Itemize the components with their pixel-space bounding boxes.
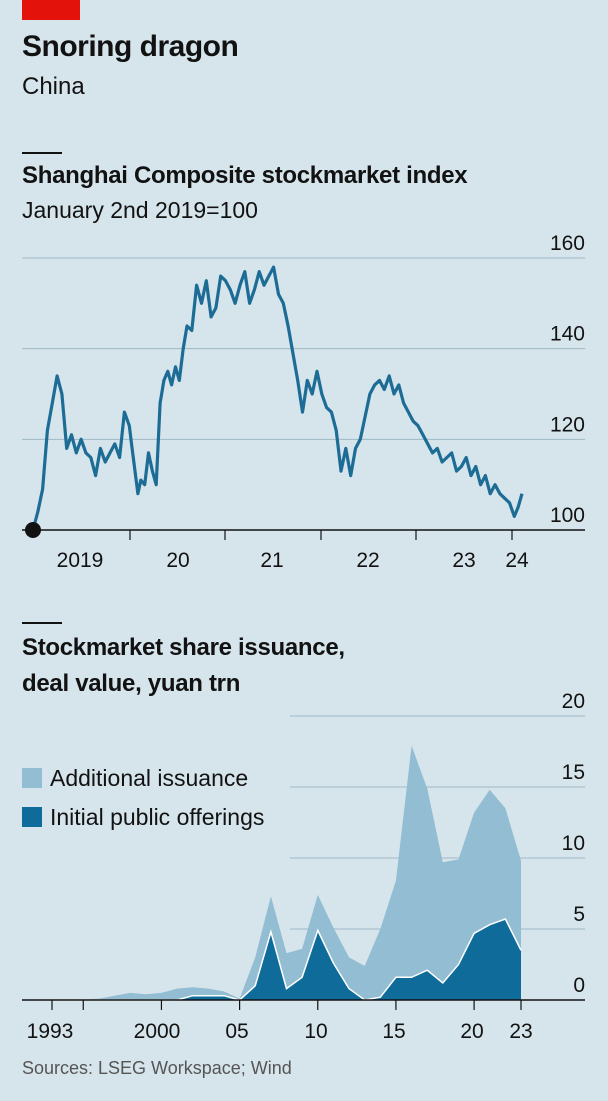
chart1-x-tick-label: 2019 <box>57 549 104 572</box>
chart2-rule <box>22 622 62 624</box>
chart2-area-ipo <box>52 919 521 1000</box>
chart2-legend-swatch-additional <box>22 768 42 788</box>
chart2-legend-swatch-ipo <box>22 807 42 827</box>
chart2-y-tick-label: 0 <box>573 974 585 997</box>
source-note: Sources: LSEG Workspace; Wind <box>22 1058 292 1078</box>
chart1-y-tick-label: 140 <box>550 323 585 346</box>
chart1-x-tick-label: 22 <box>356 549 379 572</box>
brand-red-bar <box>22 0 80 20</box>
chart1-y-tick-label: 100 <box>550 504 585 527</box>
chart2-x-tick-label: 20 <box>460 1020 483 1043</box>
chart2-x-tick-label: 10 <box>304 1020 327 1043</box>
chart2-legend-label-additional: Additional issuance <box>50 765 248 791</box>
chart1-x-tick-label: 23 <box>452 549 475 572</box>
chart1-subtitle: January 2nd 2019=100 <box>22 197 258 223</box>
chart1-x-tick-label: 21 <box>260 549 283 572</box>
chart1-x-tick-label: 24 <box>505 549 529 572</box>
chart1-x-tick-label: 20 <box>166 549 189 572</box>
chart2-y-tick-label: 15 <box>562 761 585 784</box>
chart2-legend-label-ipo: Initial public offerings <box>50 804 264 830</box>
page-subtitle: China <box>22 73 85 100</box>
chart1-y-tick-label: 160 <box>550 232 585 255</box>
chart2-area-additional <box>52 745 521 1000</box>
chart1-series-line <box>31 265 524 531</box>
chart2-y-tick-label: 10 <box>562 832 585 855</box>
chart2-x-tick-label: 1993 <box>27 1020 74 1043</box>
chart2-title-line2: deal value, yuan trn <box>22 670 241 697</box>
chart2-x-tick-label: 23 <box>509 1020 532 1043</box>
chart2-x-tick-label: 2000 <box>134 1020 181 1043</box>
chart1-y-tick-label: 120 <box>550 413 585 436</box>
page-title: Snoring dragon <box>22 30 239 63</box>
chart1-title: Shanghai Composite stockmarket index <box>22 162 468 189</box>
chart2-title-line1: Stockmarket share issuance, <box>22 634 345 661</box>
chart1-start-point <box>25 522 41 538</box>
chart2-y-tick-label: 5 <box>573 903 585 926</box>
chart2-y-tick-label: 20 <box>562 690 585 713</box>
chart2-x-tick-label: 05 <box>225 1020 248 1043</box>
chart1-rule <box>22 152 62 154</box>
chart2-x-tick-label: 15 <box>382 1020 405 1043</box>
